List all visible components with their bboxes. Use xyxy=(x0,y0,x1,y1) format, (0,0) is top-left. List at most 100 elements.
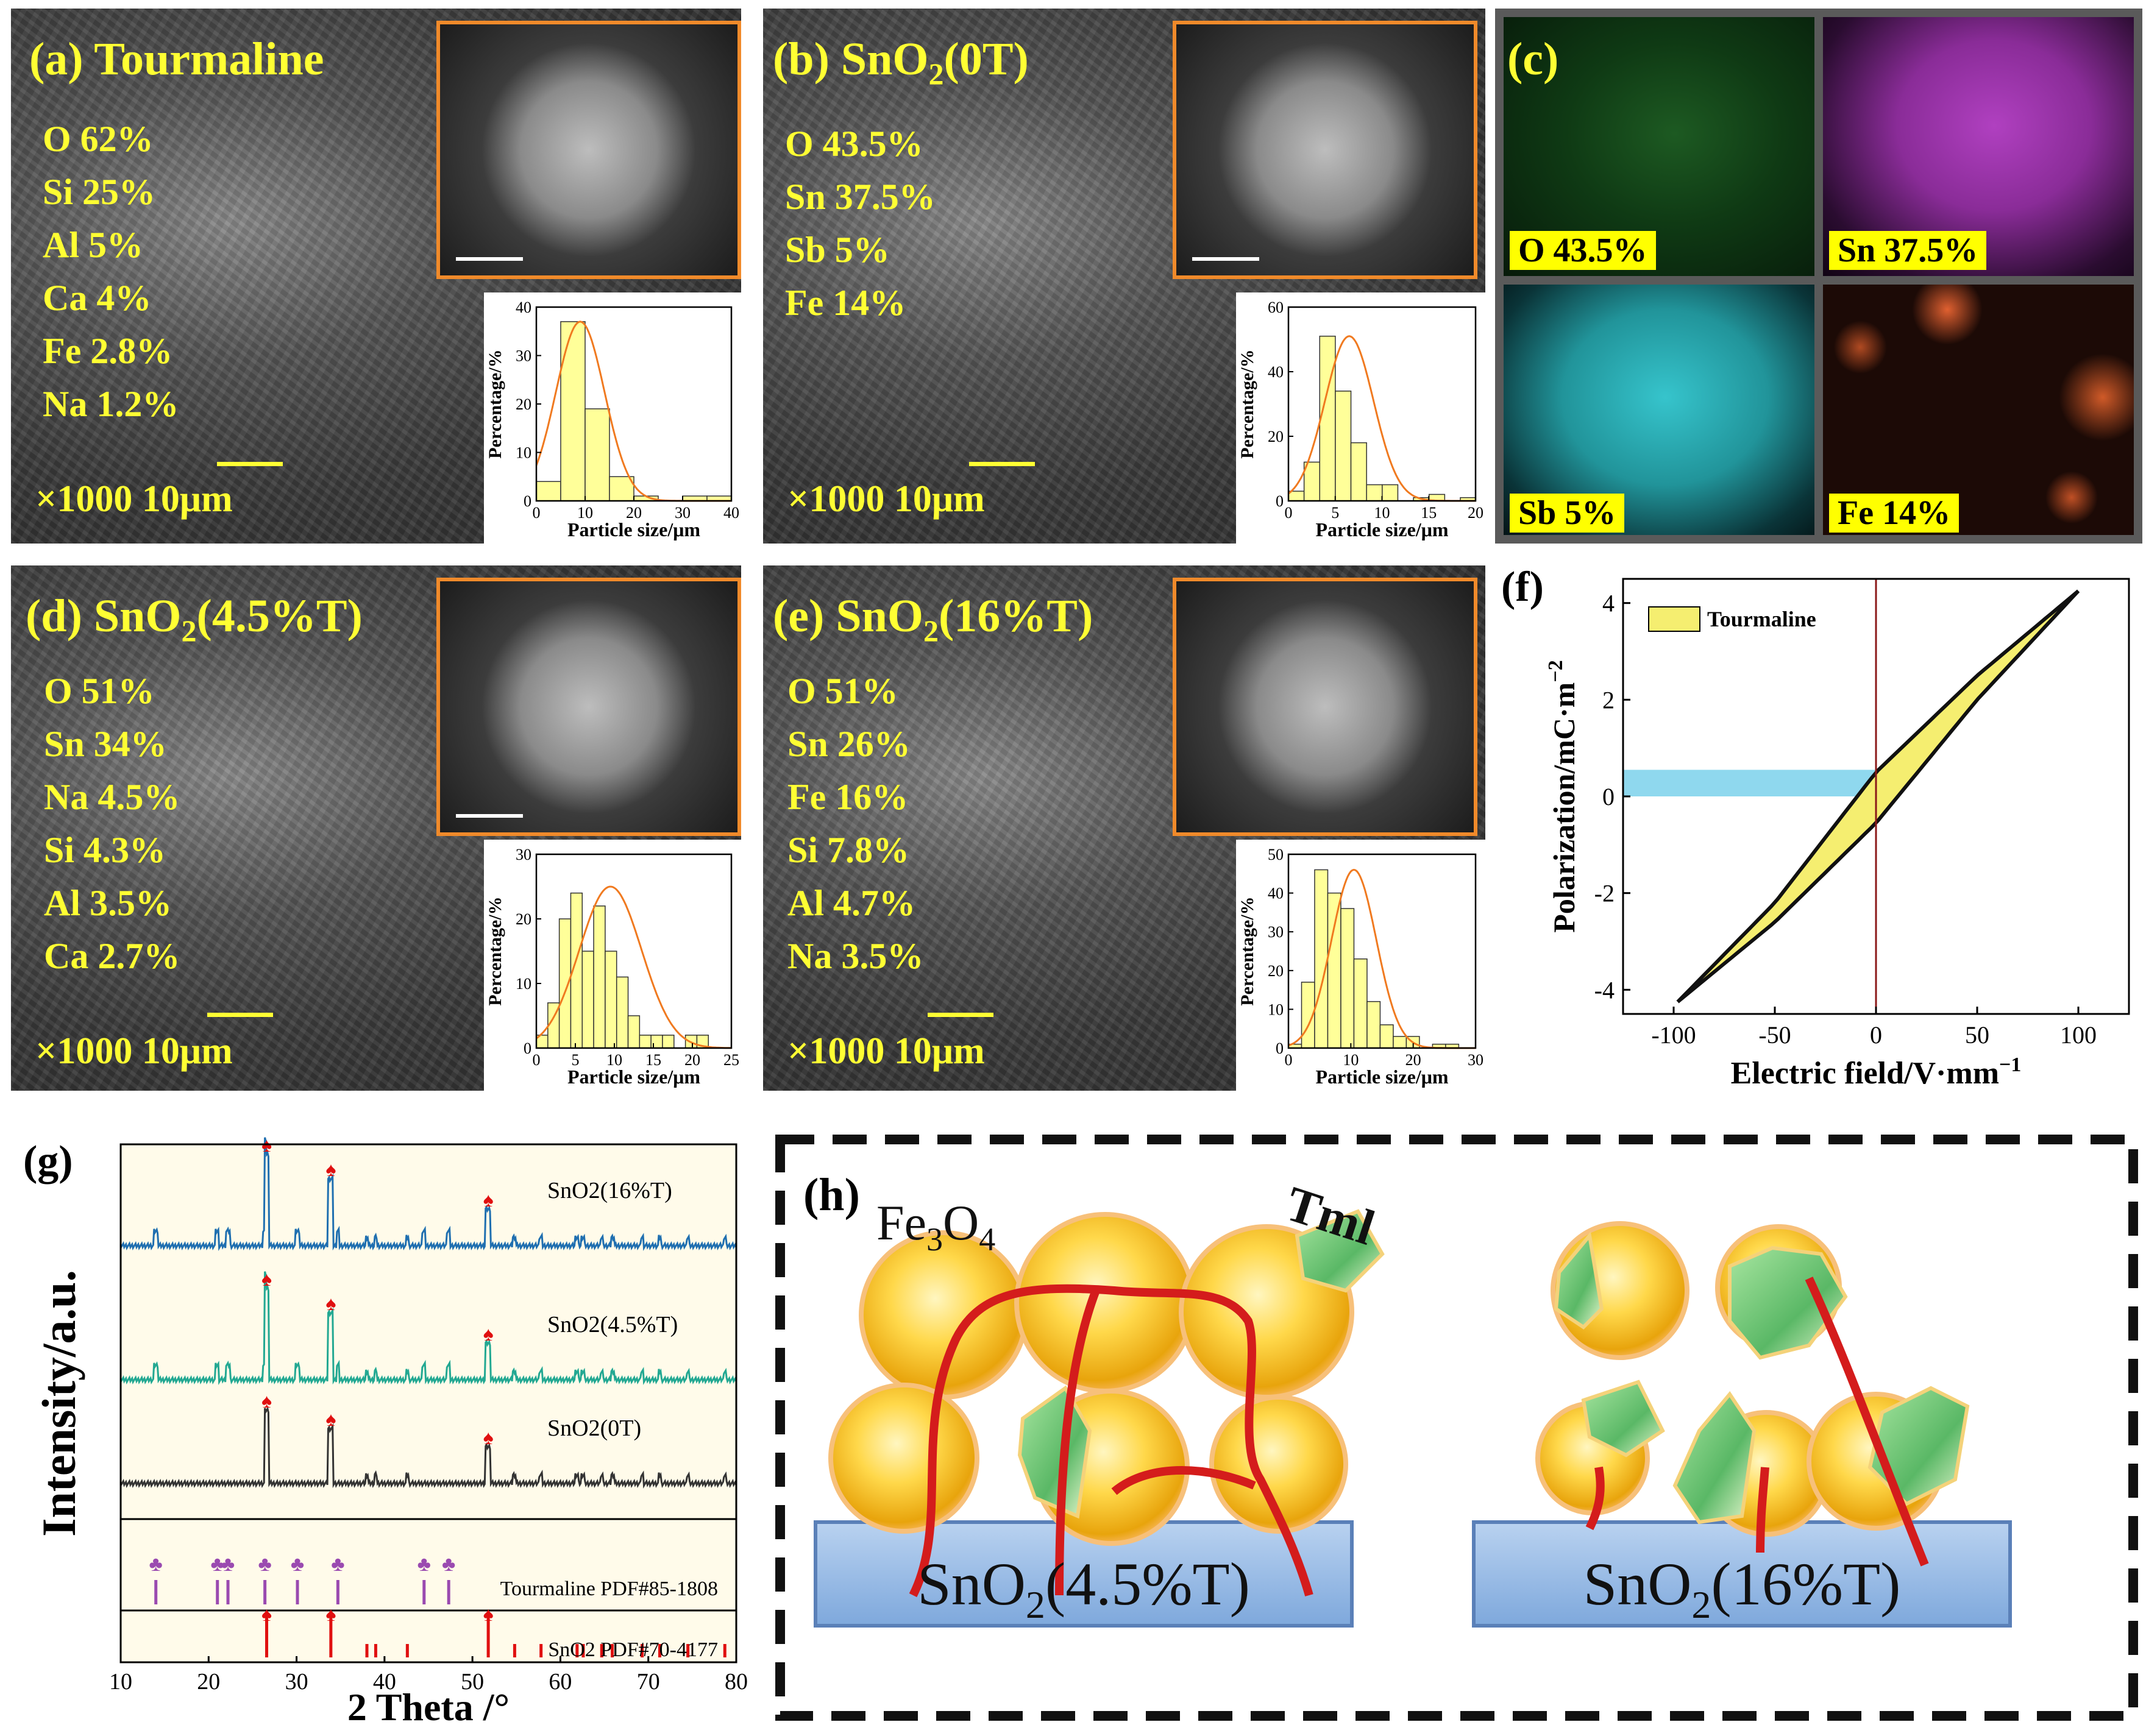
x-tick-label: 15 xyxy=(1421,504,1437,522)
x-tick-label: 40 xyxy=(373,1669,396,1695)
element-line: Si 25% xyxy=(43,172,156,212)
y-tick-label: 40 xyxy=(1268,363,1284,381)
x-tick-label: 20 xyxy=(626,504,642,522)
tourmaline-crystal xyxy=(1672,1391,1757,1525)
histogram-bar xyxy=(1382,484,1399,501)
sno2-marker: ♠ xyxy=(325,1292,336,1314)
sno2-marker: ♠ xyxy=(483,1603,494,1625)
histogram-bar xyxy=(1340,908,1355,1049)
panel-a-title: (a) Tourmaline xyxy=(29,34,324,85)
y-axis-label: Percentage/% xyxy=(485,896,505,1005)
panel-h-title: (h) xyxy=(803,1169,860,1221)
y-tick-label: 30 xyxy=(1268,923,1284,941)
histogram-bar xyxy=(1379,1024,1394,1049)
histogram-bar xyxy=(1350,442,1367,501)
histogram-e: 0 10 20 30 0 10 20 30 40 50 Particle size/μm Percen… xyxy=(1237,846,1483,1088)
histogram-bar xyxy=(609,476,634,501)
histogram-bar xyxy=(627,1015,641,1049)
sno2-marker: ♠ xyxy=(483,1426,494,1448)
inset-scale-bar xyxy=(456,257,523,261)
sno2-marker: ♠ xyxy=(325,1408,336,1430)
x-tick-label: 0 xyxy=(533,1051,541,1069)
particle-sem-inset xyxy=(1173,578,1477,836)
x-tick-label: 10 xyxy=(577,504,593,522)
histogram-d: 0 5 10 15 20 25 0 10 20 30 Particle size/μm Percent… xyxy=(485,846,739,1088)
histogram-bar xyxy=(639,1035,652,1049)
tourmaline-marker: ♣ xyxy=(331,1553,344,1576)
x-tick-label: 0 xyxy=(1870,1021,1882,1049)
y-tick-label: 0 xyxy=(1276,1040,1284,1057)
y-tick-label: 20 xyxy=(1268,428,1284,445)
x-tick-label: 70 xyxy=(637,1669,660,1695)
element-line: O 62% xyxy=(43,119,154,159)
histogram-b: 0 5 10 15 20 0 20 40 60 Particle size/μm Percentag… xyxy=(1237,299,1483,540)
sno2-marker: ♠ xyxy=(325,1158,336,1180)
map-label: Sb 5% xyxy=(1510,494,1625,533)
element-line: Fe 2.8% xyxy=(43,331,173,371)
x-tick-label: 10 xyxy=(109,1669,132,1695)
tourmaline-crystal xyxy=(1867,1386,1970,1506)
fe3o4-label: Fe3O4 xyxy=(876,1195,995,1258)
element-line: Al 3.5% xyxy=(44,883,172,923)
scale-label: ×1000 10μm xyxy=(35,478,233,520)
histogram-bar xyxy=(1314,869,1329,1049)
x-tick-label: 100 xyxy=(2060,1021,2097,1049)
legend-swatch xyxy=(1648,606,1700,632)
histogram-panel: 0 5 10 15 20 0 20 40 60 Particle size/μm Percentag… xyxy=(1236,292,1485,544)
histogram-bar xyxy=(1319,335,1336,501)
element-line: O 43.5% xyxy=(785,124,923,164)
ref-label: SnO2 PDF#70-4177 xyxy=(548,1639,718,1661)
tourmaline-marker: ♣ xyxy=(258,1553,271,1576)
y-tick-label: 60 xyxy=(1268,299,1284,316)
histogram-a: 0 10 20 30 40 0 10 20 30 40 Particle size/μm Percen… xyxy=(485,299,739,540)
axes-frame xyxy=(535,853,733,1049)
element-line: O 51% xyxy=(44,671,155,711)
y-tick-label: 40 xyxy=(516,299,531,316)
element-line: Sn 37.5% xyxy=(785,177,936,217)
x-tick-label: -100 xyxy=(1651,1021,1696,1049)
x-tick-label: 5 xyxy=(572,1051,580,1069)
x-axis-label: 2 Theta /° xyxy=(347,1685,510,1729)
x-tick-label: 30 xyxy=(285,1669,308,1695)
y-tick-label: 10 xyxy=(516,975,531,993)
panel-c-eds-maps: O 43.5% Sn 37.5% Sb 5% Fe 14% (c) xyxy=(1495,9,2142,544)
sno2-marker: ♠ xyxy=(483,1189,494,1211)
element-line: Al 4.7% xyxy=(787,883,915,923)
panel-g-title: (g) xyxy=(23,1138,73,1185)
x-axis-label: Particle size/μm xyxy=(1315,519,1448,540)
particle-sem-inset xyxy=(1173,21,1477,279)
x-axis-label: Particle size/μm xyxy=(567,519,700,540)
x-tick-label: 30 xyxy=(675,504,691,522)
map-label: O 43.5% xyxy=(1510,231,1656,270)
element-line: Ca 4% xyxy=(43,278,152,318)
xrd-trace xyxy=(119,1137,737,1252)
y-tick-label: 10 xyxy=(516,444,531,462)
scale-bar xyxy=(207,1013,273,1017)
y-tick-label: 0 xyxy=(524,492,531,510)
scale-bar xyxy=(217,462,283,466)
tourmaline-crystal xyxy=(1728,1245,1848,1360)
y-axis-label: Percentage/% xyxy=(1237,896,1257,1005)
dashed-frame xyxy=(775,1135,2138,1721)
sno2-marker: ♠ xyxy=(261,1268,272,1290)
panel-b-title: (b) SnO2(0T) xyxy=(773,34,1029,91)
x-tick-label: 20 xyxy=(1405,1051,1421,1069)
map-label: Fe 14% xyxy=(1829,494,1959,533)
x-tick-label: -50 xyxy=(1758,1021,1791,1049)
fe3o4-particle xyxy=(1014,1212,1196,1394)
y-axis-label: Percentage/% xyxy=(1237,349,1257,458)
axes-frame xyxy=(1287,853,1477,1049)
gaussian-fit-curve xyxy=(536,885,732,1049)
x-axis-label: Particle size/μm xyxy=(1315,1066,1448,1088)
histogram-panel: 0 10 20 30 40 0 10 20 30 40 Particle size/μm Percen… xyxy=(484,292,741,544)
element-line: Si 4.3% xyxy=(44,830,166,870)
y-tick-label: 20 xyxy=(1268,962,1284,980)
x-tick-label: 15 xyxy=(645,1051,661,1069)
histogram-bar xyxy=(593,905,606,1049)
conduction-path xyxy=(1055,1289,1100,1596)
y-axis-label: Percentage/% xyxy=(485,349,505,458)
panel-a-sem-image: (a) Tourmaline O 62% Si 25% Al 5% Ca 4% … xyxy=(11,9,741,544)
left-sample-label: SnO2(4.5%T) xyxy=(917,1550,1250,1626)
scale-label: ×1000 10μm xyxy=(787,1030,985,1072)
sno2-marker: ♠ xyxy=(483,1323,494,1345)
